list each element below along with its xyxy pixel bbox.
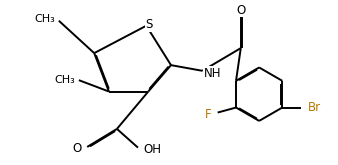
Text: S: S [145,18,153,31]
Text: NH: NH [204,67,222,80]
Text: Br: Br [308,101,321,114]
Text: O: O [236,3,245,16]
Text: O: O [72,142,81,155]
Text: CH₃: CH₃ [55,75,75,85]
Text: F: F [205,108,212,121]
Text: OH: OH [143,143,161,156]
Text: CH₃: CH₃ [35,14,55,24]
